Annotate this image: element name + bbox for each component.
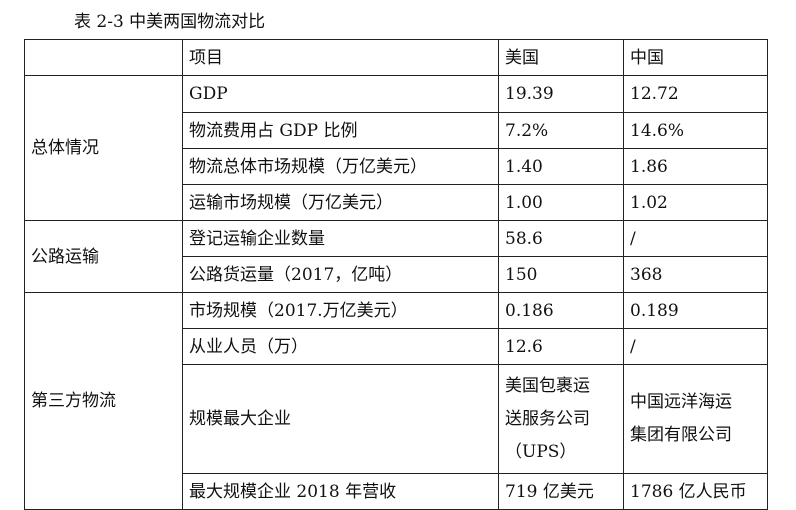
china-value: 中国远洋海运 集团有限公司	[623, 364, 768, 474]
usa-value: 美国包裹运 送服务公司 （UPS）	[498, 364, 624, 474]
china-value: 368	[623, 256, 768, 293]
item-cell: 市场规模（2017.万亿美元）	[182, 292, 499, 329]
usa-value: 719 亿美元	[498, 473, 624, 510]
china-value: 14.6%	[623, 112, 768, 149]
header-usa: 美国	[498, 39, 624, 76]
china-value: 1.86	[623, 148, 768, 185]
china-value: 1.02	[623, 184, 768, 221]
usa-value: 58.6	[498, 220, 624, 257]
table-row: 总体情况 GDP 19.39 12.72	[24, 75, 768, 221]
table-row: 公路货运量（2017，亿吨） 150 368	[25, 256, 768, 293]
usa-value: 12.6	[498, 328, 624, 365]
usa-value: 1.40	[498, 148, 624, 185]
table-row: 规模最大企业 美国包裹运 送服务公司 （UPS） 中国远洋海运 集团有限公司	[25, 364, 768, 474]
usa-value: 0.186	[498, 292, 624, 329]
table-row: 物流总体市场规模（万亿美元） 1.40 1.86	[25, 148, 768, 185]
header-category	[24, 39, 183, 76]
item-cell: 规模最大企业	[182, 364, 499, 474]
china-value: 12.72	[623, 75, 768, 113]
item-cell: GDP	[182, 75, 499, 113]
china-value: /	[623, 328, 768, 365]
table-row: 第三方物流 市场规模（2017.万亿美元） 0.186 0.189	[24, 292, 768, 510]
china-value-line: 集团有限公司	[630, 425, 732, 445]
item-cell: 运输市场规模（万亿美元）	[182, 184, 499, 221]
category-cell: 第三方物流	[24, 292, 183, 510]
item-cell: 从业人员（万）	[182, 328, 499, 365]
usa-value: 1.00	[498, 184, 624, 221]
usa-value: 150	[498, 256, 624, 293]
table-row: 从业人员（万） 12.6 /	[25, 328, 768, 365]
usa-value: 19.39	[498, 75, 624, 113]
item-cell: 登记运输企业数量	[182, 220, 499, 257]
item-cell: 物流费用占 GDP 比例	[182, 112, 499, 149]
china-value-line: 中国远洋海运	[630, 392, 732, 412]
item-cell: 最大规模企业 2018 年营收	[182, 473, 499, 510]
comparison-table: 项目 美国 中国 总体情况 GDP 19.39 12.72 物流费用占 GDP …	[24, 39, 768, 510]
china-value: 1786 亿人民币	[623, 473, 768, 510]
item-cell: 物流总体市场规模（万亿美元）	[182, 148, 499, 185]
china-value: 0.189	[623, 292, 768, 329]
usa-value: 7.2%	[498, 112, 624, 149]
category-cell: 公路运输	[24, 220, 183, 293]
table-row: 运输市场规模（万亿美元） 1.00 1.02	[25, 184, 768, 221]
table-row: 最大规模企业 2018 年营收 719 亿美元 1786 亿人民币	[25, 473, 768, 510]
usa-value-line: （UPS）	[505, 441, 577, 462]
category-cell: 总体情况	[24, 75, 183, 221]
table-row: 物流费用占 GDP 比例 7.2% 14.6%	[25, 112, 768, 149]
table-header-row: 项目 美国 中国	[24, 39, 768, 76]
header-item: 项目	[182, 39, 499, 76]
china-value: /	[623, 220, 768, 257]
usa-value-line: 送服务公司	[505, 408, 590, 429]
table-row: 公路运输 登记运输企业数量 58.6 /	[24, 220, 768, 293]
table-caption: 表 2-3 中美两国物流对比	[74, 12, 266, 32]
usa-value-line: 美国包裹运	[505, 375, 590, 396]
item-cell: 公路货运量（2017，亿吨）	[182, 256, 499, 293]
header-china: 中国	[623, 39, 768, 76]
